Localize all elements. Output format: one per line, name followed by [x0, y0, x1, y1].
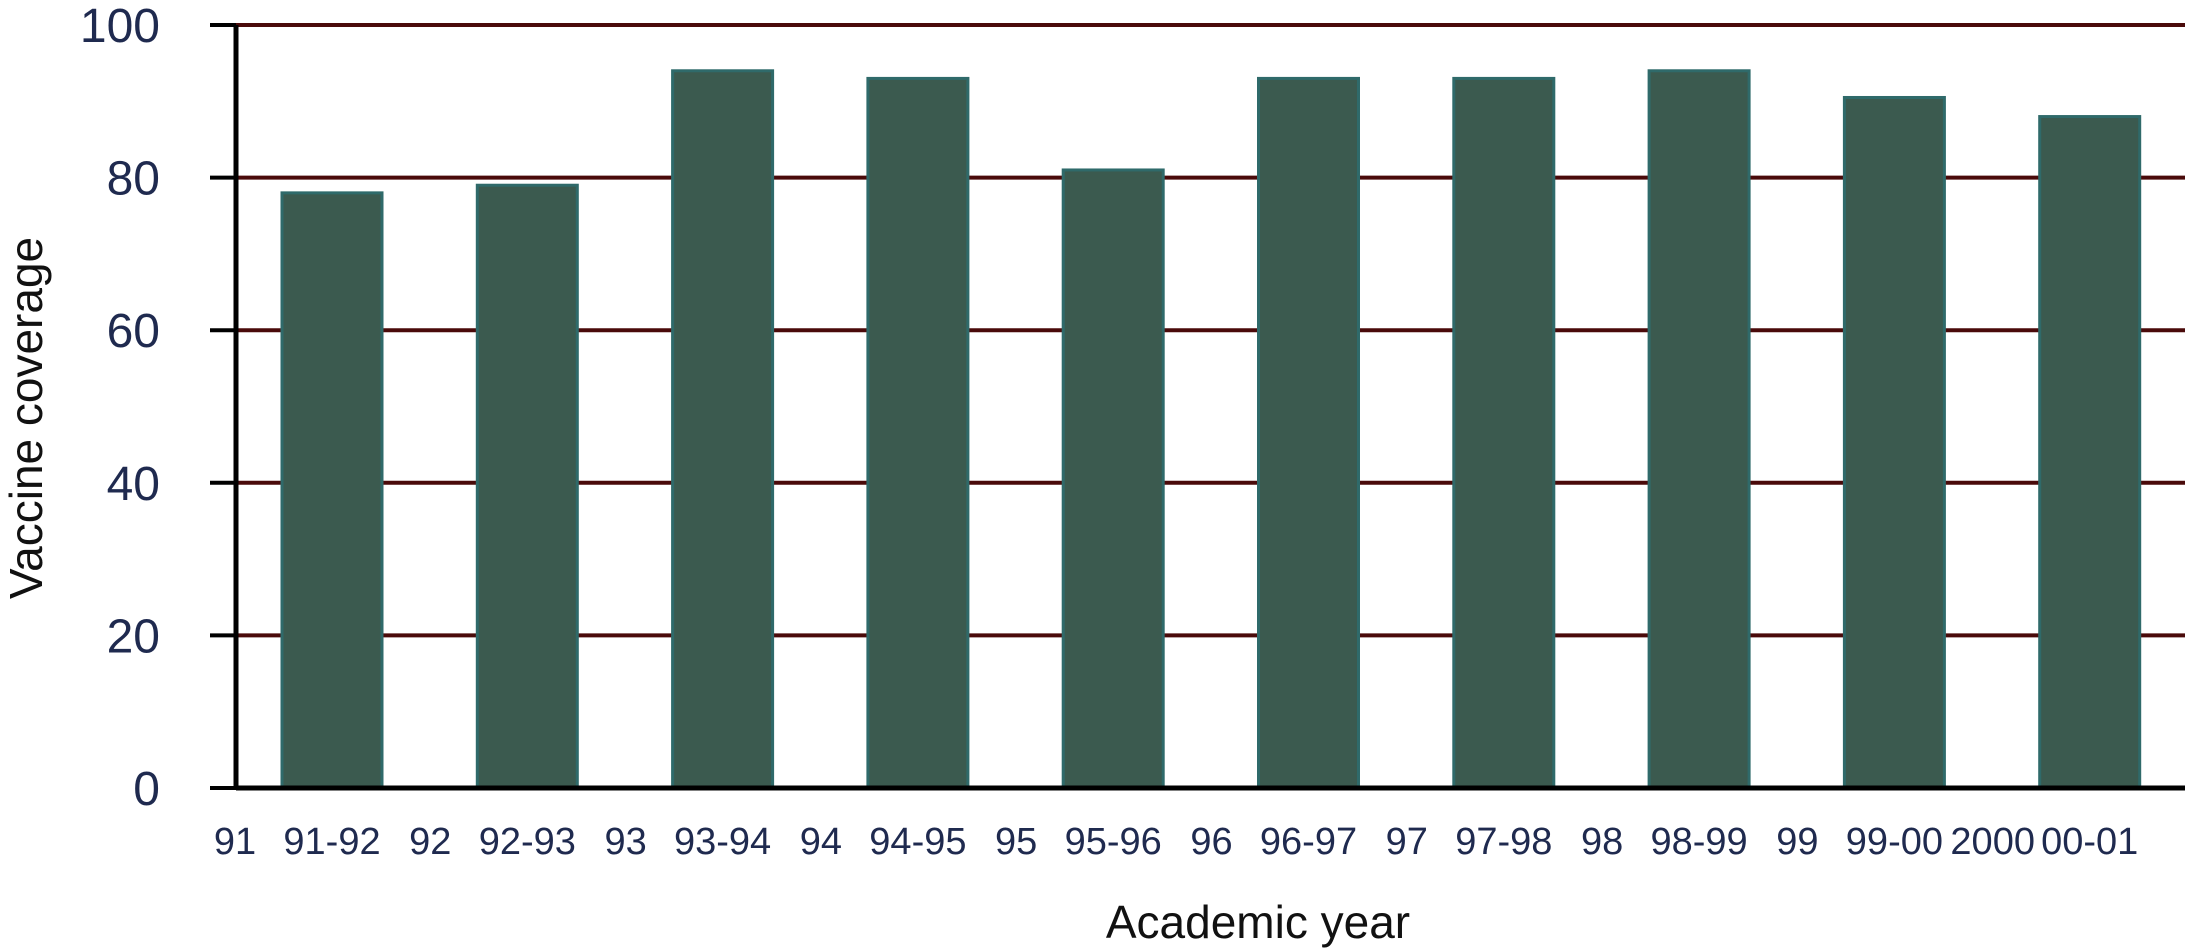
bar-94-95: [866, 76, 970, 790]
bar-99-00: [1842, 95, 1946, 790]
x-tick-label: 2000: [1950, 821, 2035, 863]
y-tick-label: 80: [107, 153, 160, 206]
bars: [280, 69, 2142, 790]
x-tick-label: 91: [214, 821, 256, 863]
y-tick-label: 20: [107, 610, 160, 663]
x-tick-label: 93-94: [674, 821, 771, 863]
x-tick-label: 99: [1776, 821, 1818, 863]
x-tick-label: 97: [1386, 821, 1428, 863]
x-tick-label: 98-99: [1650, 821, 1747, 863]
x-tick-label: 97-98: [1455, 821, 1552, 863]
bar-96-97: [1257, 76, 1360, 790]
x-tick-label: 98: [1581, 821, 1623, 863]
x-tick-labels: 91 91-92 92 92-93 93 93-94 94 94-95 95 95-96 96 96-…: [214, 821, 2138, 863]
x-tick-label: 92: [409, 821, 451, 863]
bar-92-93: [475, 183, 579, 790]
x-tick-label: 93: [604, 821, 646, 863]
x-tick-label: 99-00: [1846, 821, 1943, 863]
y-tick-label: 0: [133, 763, 160, 816]
bar-93-94: [671, 69, 775, 790]
bar-97-98: [1452, 76, 1556, 790]
bar-95-96: [1061, 168, 1165, 790]
x-tick-label: 00-01: [2041, 821, 2138, 863]
x-tick-label: 94: [800, 821, 842, 863]
x-tick-label: 96: [1190, 821, 1232, 863]
y-tick-labels: 0 20 40 60 80 100: [80, 0, 160, 816]
x-tick-label: 91-92: [283, 821, 380, 863]
bar-98-99: [1647, 69, 1751, 790]
x-axis-title: Academic year: [1106, 896, 1410, 948]
bar-91-92: [280, 191, 384, 790]
y-tick-label: 40: [107, 458, 160, 511]
axes: [233, 25, 2185, 791]
x-tick-label: 96-97: [1260, 821, 1357, 863]
y-tick-label: 100: [80, 0, 160, 53]
x-tick-label: 94-95: [869, 821, 966, 863]
y-axis-title: Vaccine coverage: [0, 237, 52, 599]
x-tick-label: 95-96: [1065, 821, 1162, 863]
bar-00-01: [2038, 115, 2142, 790]
x-tick-label: 92-93: [479, 821, 576, 863]
x-tick-label: 95: [995, 821, 1037, 863]
y-tick-label: 60: [107, 305, 160, 358]
